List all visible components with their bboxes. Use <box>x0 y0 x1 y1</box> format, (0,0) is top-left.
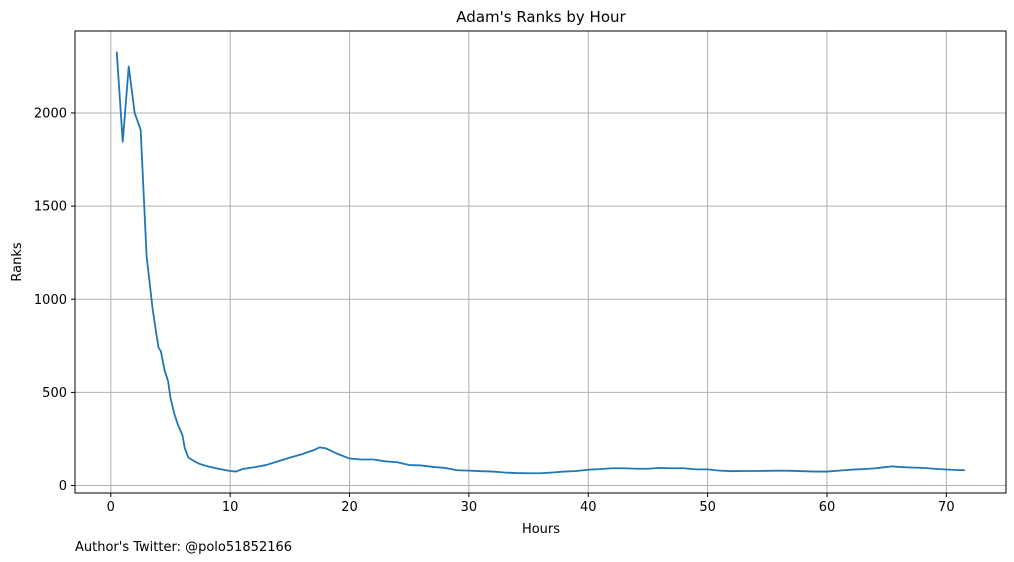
axis-ticks: 0 10 20 30 40 50 60 70 0 500 1000 1500 2000 <box>34 106 955 515</box>
y-tick-label-0: 0 <box>59 479 67 494</box>
author-twitter-note: Author's Twitter: @polo51852166 <box>75 540 292 555</box>
series-line-0 <box>115 51 966 475</box>
plot-area-frame <box>74 30 1007 494</box>
x-tick-label-30: 30 <box>461 500 478 515</box>
y-tick-label-1500: 1500 <box>34 200 67 215</box>
x-tick-label-60: 60 <box>819 500 836 515</box>
x-tick-label-40: 40 <box>580 500 597 515</box>
y-tick-label-1000: 1000 <box>34 293 67 308</box>
x-tick-label-70: 70 <box>938 500 955 515</box>
series-layer <box>115 51 966 475</box>
chart-title: Adam's Ranks by Hour <box>456 8 626 26</box>
grid-lines <box>75 31 1006 493</box>
x-tick-label-10: 10 <box>222 500 239 515</box>
y-axis-title: Ranks <box>10 242 25 281</box>
y-tick-label-2000: 2000 <box>34 106 67 121</box>
x-tick-label-50: 50 <box>699 500 716 515</box>
x-tick-label-20: 20 <box>341 500 358 515</box>
x-axis-title: Hours <box>522 522 560 537</box>
x-tick-label-0: 0 <box>107 500 115 515</box>
y-tick-label-500: 500 <box>42 386 67 401</box>
